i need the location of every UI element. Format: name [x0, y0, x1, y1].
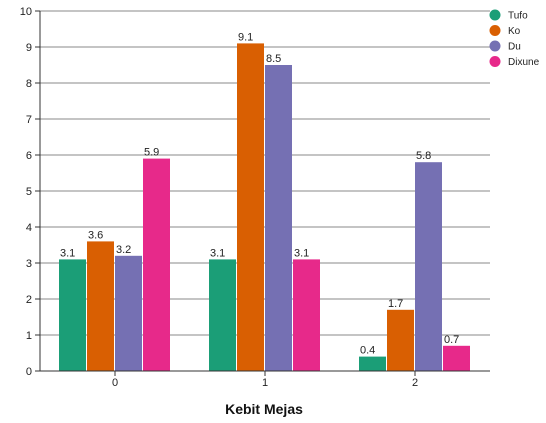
x-axis-title: Kebit Mejas	[225, 401, 303, 417]
bar-dixune-0	[143, 158, 170, 371]
bar-tufo-2	[359, 356, 386, 371]
data-label: 3.1	[294, 247, 309, 259]
legend-label: Du	[508, 42, 521, 53]
data-label: 9.1	[238, 31, 253, 43]
legend-swatch	[489, 9, 501, 21]
y-tick-label: 2	[26, 294, 32, 306]
legend-label: Ko	[508, 26, 521, 37]
y-tick-label: 9	[26, 42, 32, 54]
bar-ko-2	[387, 309, 414, 371]
y-tick-label: 1	[26, 330, 32, 342]
y-tick-label: 6	[26, 150, 32, 162]
bars: 3.1 3.6 3.2 5.9 3.1 9.1 8.5 3.1 0.4 1.7 5.8 0.7	[59, 31, 470, 372]
data-label: 5.8	[416, 150, 431, 162]
y-tick-label: 10	[20, 6, 32, 18]
data-label: 3.1	[60, 247, 75, 259]
data-label: 3.6	[88, 229, 103, 241]
data-label: 3.1	[210, 247, 225, 259]
data-label: 5.9	[144, 147, 159, 159]
y-tick-label: 5	[26, 186, 32, 198]
x-tick-label: 2	[412, 377, 418, 389]
y-tick-label: 4	[26, 222, 32, 234]
x-axis: 0 1 2	[40, 370, 490, 389]
x-tick-label: 1	[262, 377, 268, 389]
bar-dixune-1	[293, 259, 320, 371]
data-label: 1.7	[388, 298, 403, 310]
bar-du-1	[265, 65, 292, 371]
data-label: 0.7	[444, 334, 459, 346]
legend-label: Dixune	[508, 57, 540, 68]
data-label: 8.5	[266, 53, 281, 65]
bar-ko-0	[87, 241, 114, 371]
legend-swatch	[489, 25, 501, 36]
y-axis: 0 1 2 3 4 5 6 7 8 9 10	[20, 6, 41, 378]
legend-label: Tufo	[508, 11, 528, 22]
data-label: 0.4	[360, 345, 375, 357]
legend-swatch	[489, 40, 501, 52]
bar-ko-1	[237, 43, 264, 372]
bar-du-0	[115, 255, 142, 371]
y-tick-label: 7	[26, 114, 32, 126]
data-label: 3.2	[116, 244, 131, 256]
y-tick-label: 3	[26, 258, 32, 270]
bar-du-2	[415, 162, 442, 371]
y-tick-label: 8	[26, 78, 32, 90]
bar-tufo-0	[59, 259, 86, 371]
legend-swatch	[489, 56, 501, 67]
y-tick-label: 0	[26, 366, 32, 378]
x-tick-label: 0	[112, 377, 118, 389]
bar-tufo-1	[209, 259, 236, 371]
legend: Tufo Ko Du Dixune	[489, 9, 540, 68]
bar-dixune-2	[443, 345, 470, 371]
